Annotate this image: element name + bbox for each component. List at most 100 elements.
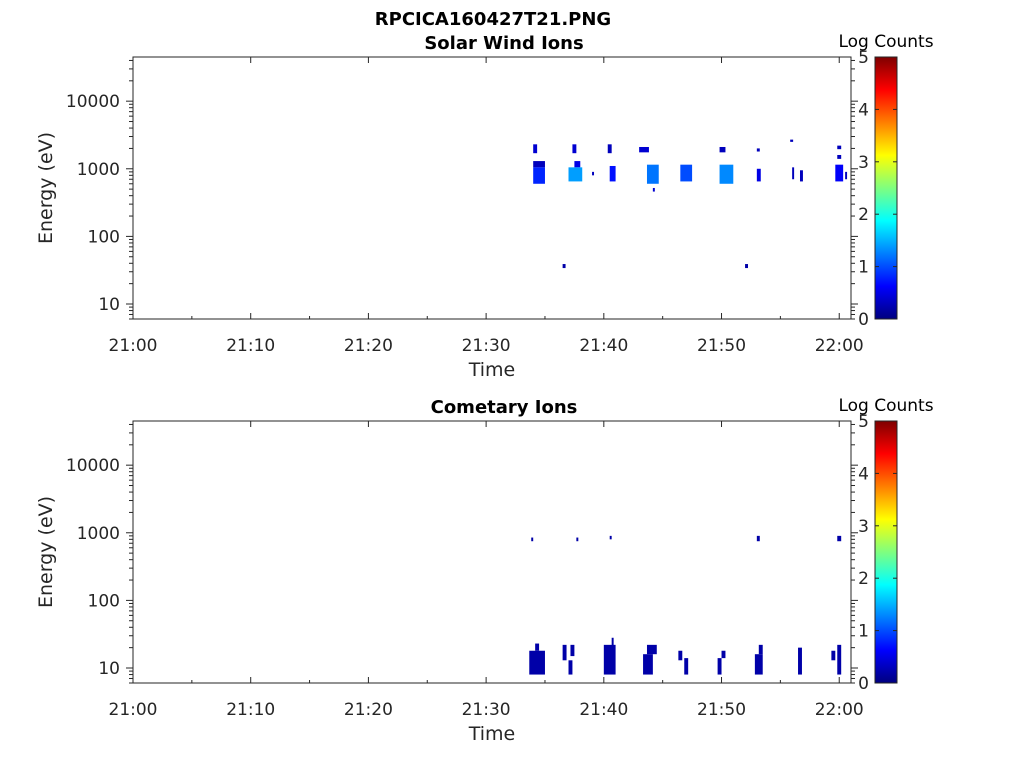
- panel-title: Cometary Ions: [431, 397, 578, 418]
- heatmap-cell: [533, 167, 545, 184]
- heatmap-cell: [835, 164, 844, 182]
- heatmap-cell: [719, 146, 726, 153]
- heatmap-cells: [533, 139, 848, 269]
- x-tick-label: 22:00: [815, 700, 864, 720]
- heatmap-cell: [562, 264, 566, 269]
- colorbar-tick-label: 4: [858, 100, 869, 120]
- y-tick-label: 10: [98, 295, 120, 315]
- x-tick-label: 21:20: [344, 336, 393, 356]
- y-tick-label: 10000: [66, 92, 120, 112]
- colorbar-tick-label: 5: [858, 412, 869, 432]
- heatmap-cell: [799, 170, 803, 182]
- heatmap-cell: [531, 537, 534, 542]
- colorbar-label: Log Counts: [838, 32, 933, 52]
- heatmap-cell: [678, 650, 683, 661]
- heatmap-cell: [529, 650, 545, 675]
- y-axis-label: Energy (eV): [35, 496, 57, 608]
- heatmap-cell: [611, 637, 614, 648]
- heatmap-cell: [719, 164, 734, 184]
- colorbar-tick-label: 1: [858, 622, 869, 642]
- heatmap-cell: [756, 168, 761, 182]
- heatmap-cell: [568, 167, 583, 182]
- heatmap-cell: [837, 145, 842, 150]
- colorbar-tick-label: 2: [858, 569, 869, 589]
- heatmap-cell: [717, 658, 722, 675]
- colorbar-tick-label: 2: [858, 205, 869, 225]
- y-tick-label: 100: [88, 591, 120, 611]
- heatmap-cell: [745, 264, 749, 269]
- heatmap-cell: [533, 161, 545, 168]
- colorbar-tick-label: 1: [858, 258, 869, 278]
- x-tick-label: 21:40: [579, 336, 628, 356]
- x-tick-label: 21:50: [697, 700, 746, 720]
- heatmap-cell: [576, 537, 579, 542]
- heatmap-cell: [643, 654, 653, 675]
- heatmap-cell: [607, 144, 612, 154]
- x-tick-label: 22:00: [815, 336, 864, 356]
- y-tick-label: 10000: [66, 456, 120, 476]
- panel-title: Solar Wind Ions: [424, 33, 583, 54]
- heatmap-cell: [684, 658, 689, 675]
- heatmap-cell: [721, 650, 726, 659]
- x-tick-label: 21:30: [462, 336, 511, 356]
- y-tick-label: 100: [88, 227, 120, 247]
- heatmap-cell: [758, 644, 763, 655]
- heatmap-cell: [790, 139, 794, 142]
- x-axis-label: Time: [468, 359, 516, 381]
- heatmap-cell: [574, 161, 581, 168]
- solar-wind-ions-panel: Solar Wind Ions 21:00 21:10 21:20 21:30 21:40…: [35, 32, 934, 381]
- heatmap-cell: [609, 165, 616, 182]
- heatmap-cell: [639, 146, 649, 153]
- colorbar-tick-label: 3: [858, 153, 869, 173]
- heatmap-cell: [609, 535, 612, 540]
- colorbar-tick-label: 0: [858, 674, 869, 694]
- colorbar-label: Log Counts: [838, 396, 933, 416]
- heatmap-cell: [680, 164, 693, 182]
- heatmap-cell: [652, 187, 655, 192]
- heatmap-cell: [533, 144, 538, 154]
- x-tick-label: 21:10: [226, 700, 275, 720]
- plot-frame: [132, 420, 852, 684]
- heatmap-cell: [754, 654, 763, 675]
- x-tick-label: 21:00: [109, 700, 158, 720]
- colorbar-tick-label: 4: [858, 464, 869, 484]
- colorbar: [874, 420, 898, 684]
- heatmap-cell: [756, 148, 760, 152]
- heatmap-cell: [792, 167, 795, 180]
- y-tick-label: 10: [98, 659, 120, 679]
- colorbar-tick-label: 3: [858, 517, 869, 537]
- heatmap-cell: [837, 644, 842, 675]
- x-tick-label: 21:50: [697, 336, 746, 356]
- heatmap-cell: [837, 154, 842, 159]
- heatmap-cell: [646, 164, 659, 184]
- x-tick-label: 21:30: [462, 700, 511, 720]
- heatmap-cell: [568, 660, 573, 675]
- heatmap-cell: [646, 644, 657, 655]
- y-tick-label: 1000: [77, 160, 120, 180]
- heatmap-cell: [535, 643, 540, 651]
- heatmap-cell: [837, 535, 842, 542]
- heatmap-cell: [603, 644, 616, 675]
- x-tick-label: 21:00: [109, 336, 158, 356]
- colorbar-tick-label: 0: [858, 310, 869, 330]
- plot-frame: [132, 56, 852, 320]
- x-tick-label: 21:40: [579, 700, 628, 720]
- heatmap-cell: [562, 644, 567, 661]
- x-tick-label: 21:10: [226, 336, 275, 356]
- heatmap-cell: [592, 171, 595, 176]
- colorbar: [874, 56, 898, 320]
- y-tick-label: 1000: [77, 524, 120, 544]
- heatmap-cell: [570, 644, 575, 657]
- x-tick-label: 21:20: [344, 700, 393, 720]
- heatmap-cell: [572, 144, 577, 154]
- heatmap-cell: [845, 171, 848, 180]
- heatmap-cell: [831, 650, 836, 661]
- y-axis-label: Energy (eV): [35, 132, 57, 244]
- colorbar-tick-label: 5: [858, 48, 869, 68]
- heatmap-cells: [529, 535, 842, 675]
- heatmap-cell: [798, 647, 802, 675]
- figure-title: RPCICA160427T21.PNG: [375, 9, 611, 30]
- heatmap-cell: [756, 535, 760, 542]
